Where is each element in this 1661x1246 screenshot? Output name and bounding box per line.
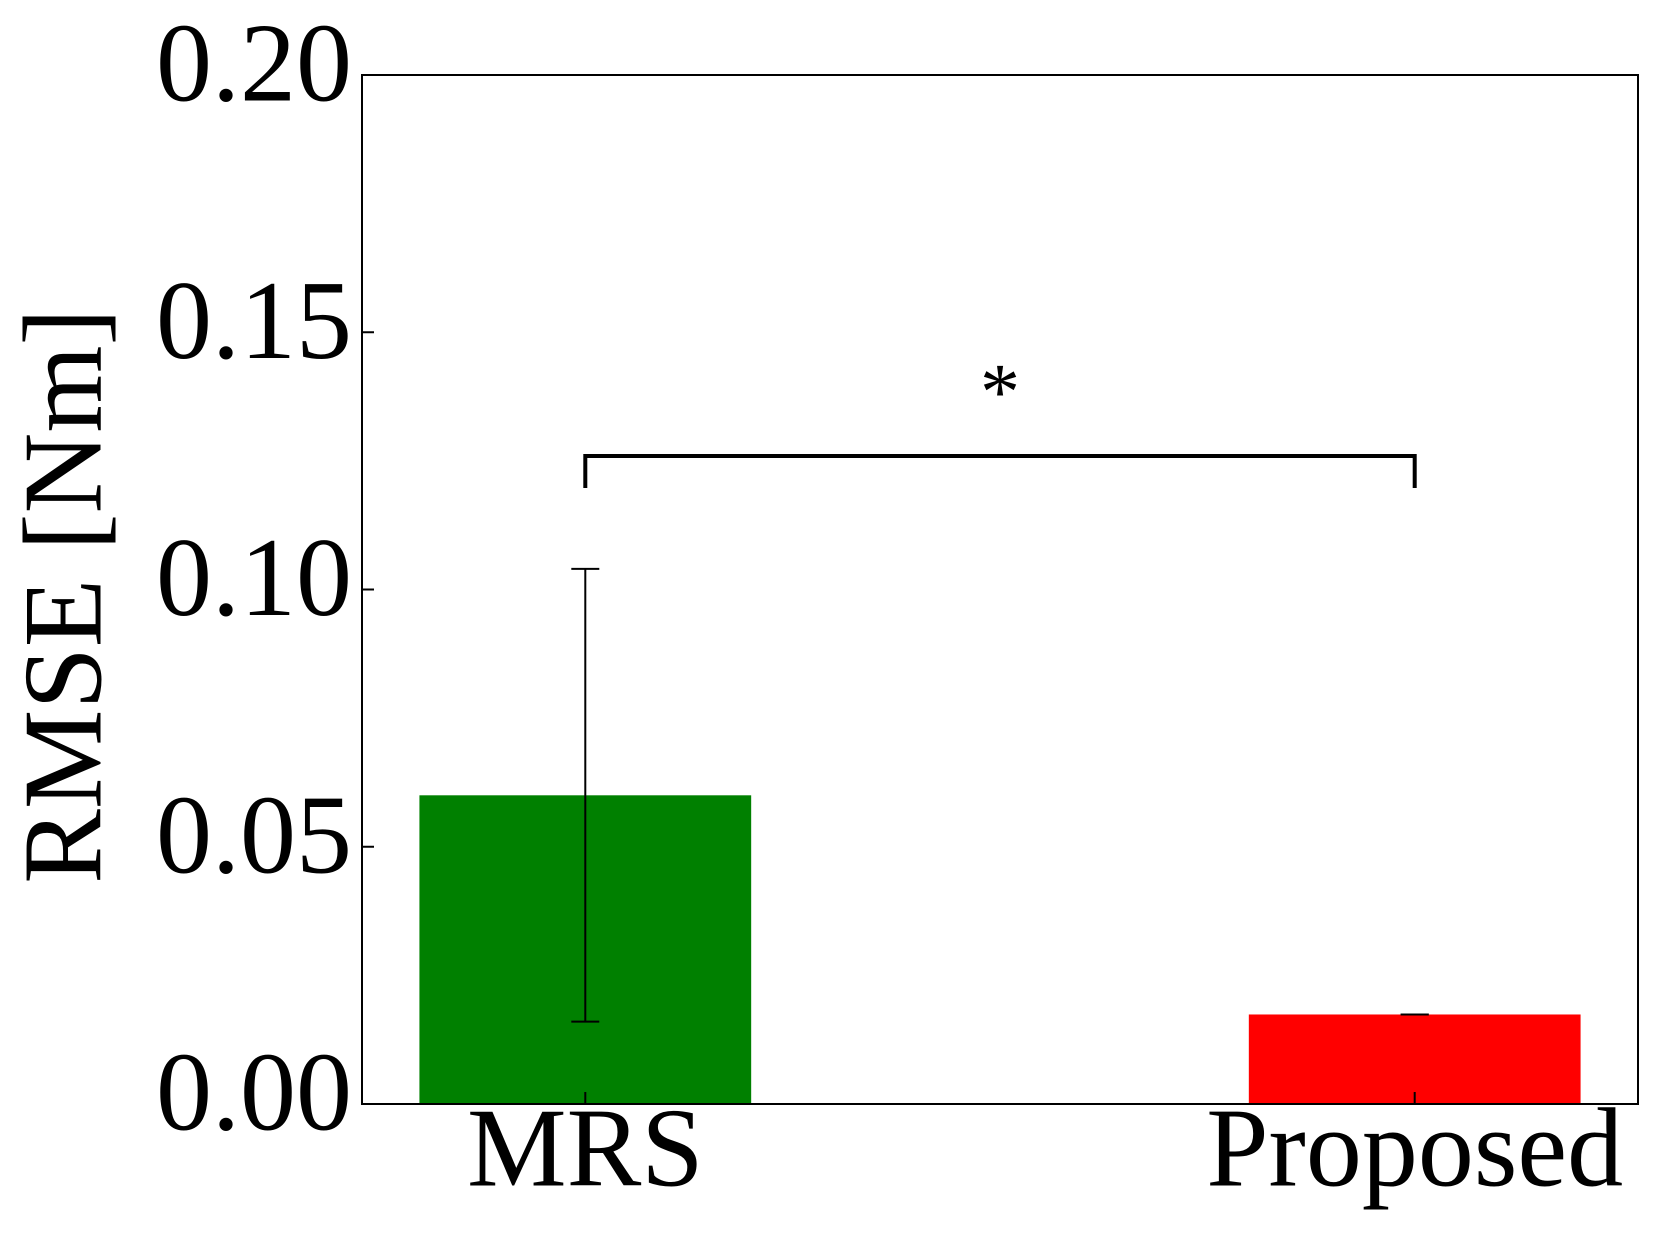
x-tick-label: Proposed [1206, 1087, 1623, 1211]
bar [1248, 1014, 1581, 1104]
y-axis-label: RMSE [Nm] [2, 308, 126, 884]
y-tick-label: 0.10 [156, 516, 352, 640]
significance-bracket [583, 454, 1417, 488]
x-tick-label: MRS [467, 1087, 704, 1211]
y-tick-label: 0.15 [156, 259, 352, 383]
plot-frame [361, 74, 1639, 1105]
y-tick-label: 0.00 [156, 1031, 352, 1155]
y-tick-label: 0.05 [156, 773, 352, 897]
significance-label: * [980, 348, 1020, 436]
y-tick-label: 0.20 [156, 2, 352, 126]
